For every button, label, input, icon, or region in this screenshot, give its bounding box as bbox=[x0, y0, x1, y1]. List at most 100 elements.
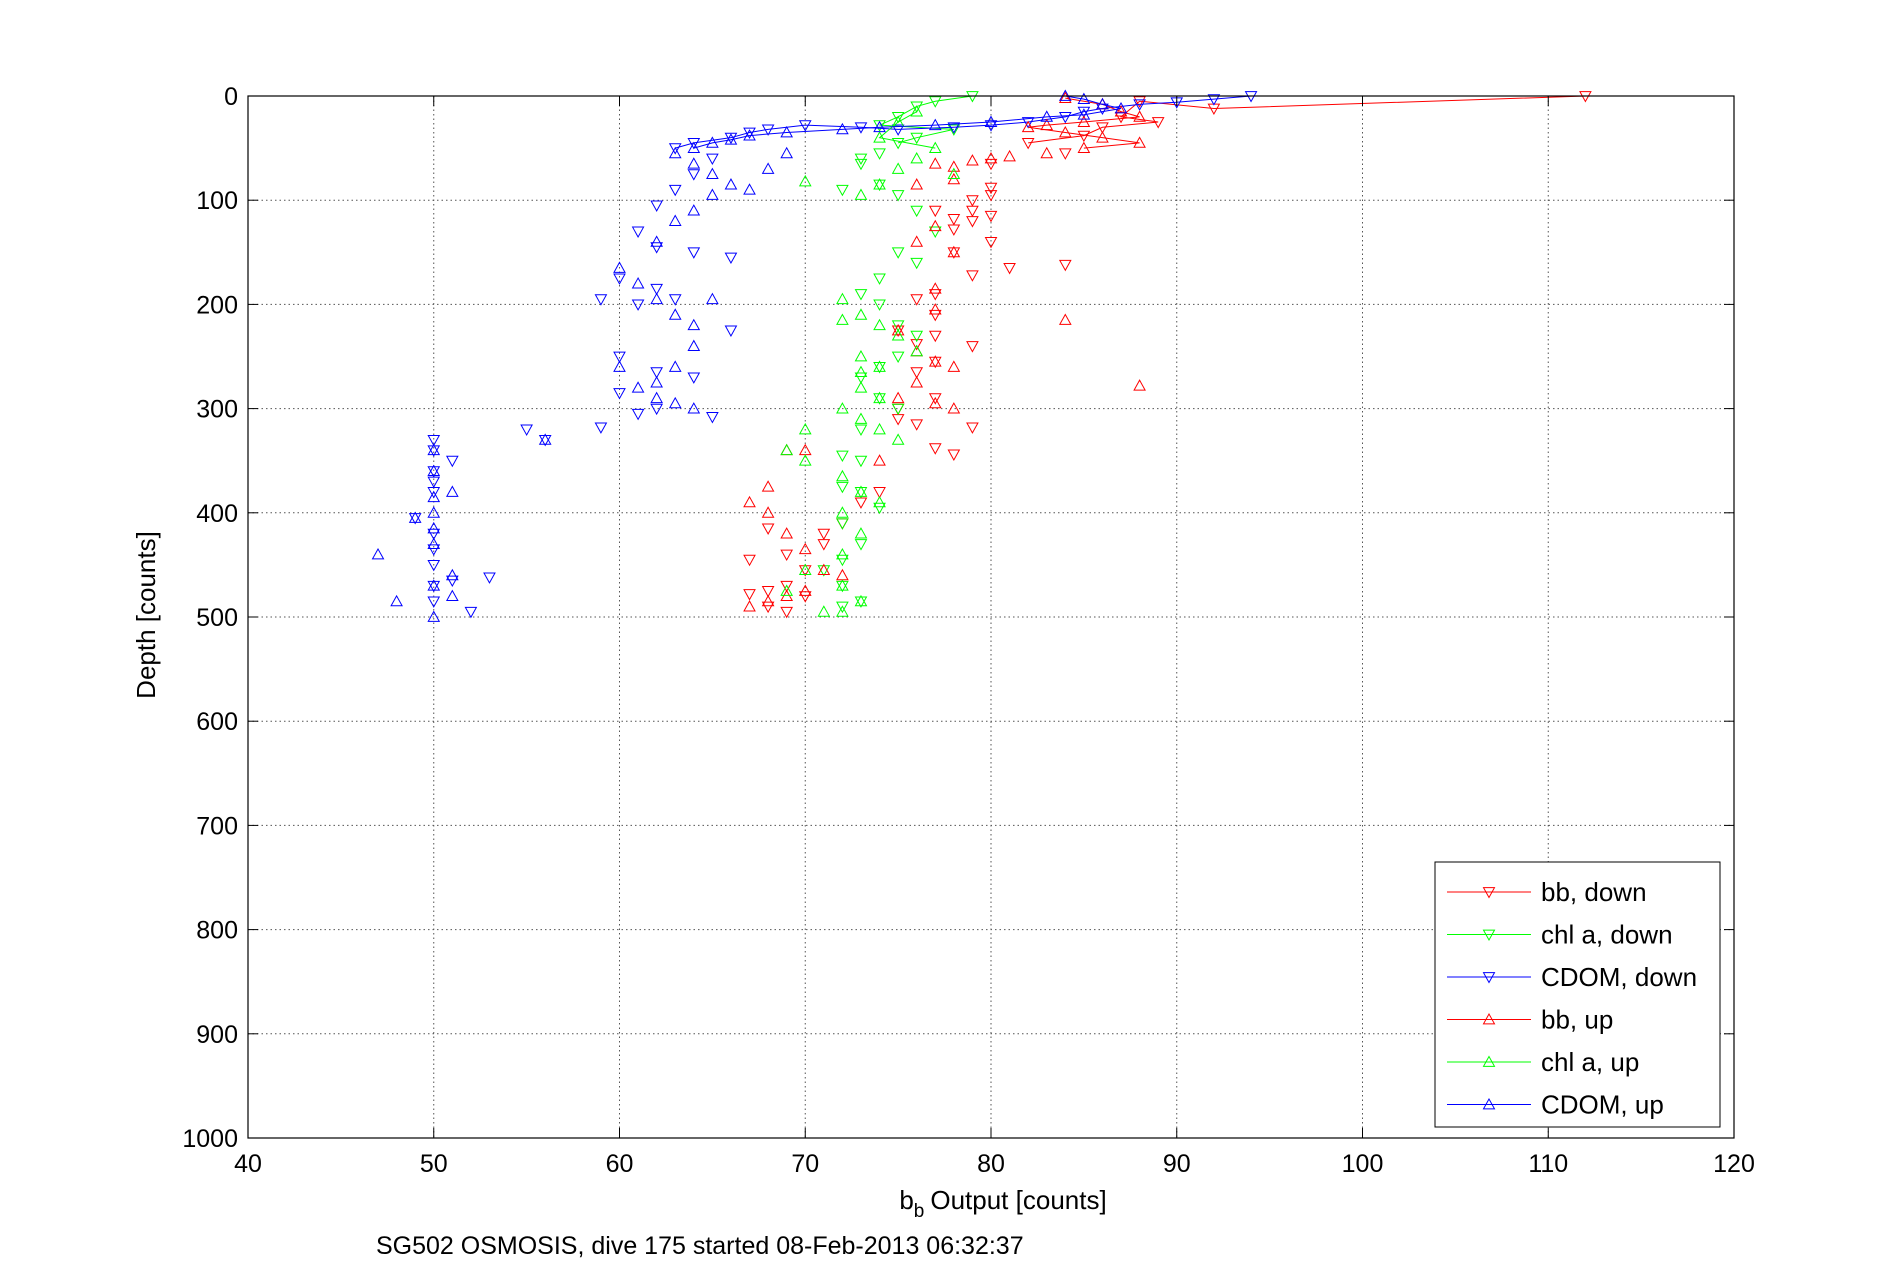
data-point bbox=[984, 182, 998, 195]
data-point bbox=[631, 408, 645, 421]
data-point bbox=[650, 292, 663, 305]
data-point bbox=[910, 205, 924, 218]
data-point bbox=[910, 419, 924, 431]
legend-label: chl a, up bbox=[1541, 1047, 1639, 1077]
data-point bbox=[798, 565, 812, 577]
axes-box bbox=[247, 95, 1735, 1139]
data-point bbox=[798, 454, 812, 466]
y-tick-label: 300 bbox=[196, 396, 238, 424]
x-tick-label: 110 bbox=[1528, 1150, 1568, 1178]
data-point bbox=[371, 547, 385, 560]
data-point bbox=[798, 591, 812, 603]
data-point bbox=[910, 339, 924, 351]
data-point bbox=[836, 580, 849, 593]
x-tick-label: 40 bbox=[234, 1150, 262, 1178]
y-tick-label: 500 bbox=[196, 604, 238, 632]
data-point bbox=[1058, 313, 1072, 325]
data-point bbox=[1058, 259, 1072, 272]
legend-swatch-marker bbox=[1482, 929, 1496, 942]
data-point bbox=[798, 584, 812, 596]
data-point bbox=[966, 341, 979, 353]
data-point bbox=[836, 469, 849, 482]
data-point bbox=[427, 560, 441, 572]
data-point bbox=[631, 381, 645, 393]
x-tick-label: 90 bbox=[1163, 1150, 1191, 1178]
data-point bbox=[854, 372, 868, 384]
data-point bbox=[743, 183, 756, 195]
data-point bbox=[836, 481, 849, 494]
data-point bbox=[854, 381, 868, 393]
data-point bbox=[910, 330, 924, 343]
y-tick-label: 800 bbox=[196, 917, 238, 945]
data-point bbox=[984, 151, 998, 164]
data-point bbox=[427, 464, 441, 477]
data-point bbox=[873, 318, 886, 331]
data-point bbox=[445, 589, 459, 602]
data-point bbox=[891, 137, 905, 150]
data-point bbox=[1114, 101, 1128, 114]
data-point bbox=[1133, 96, 1146, 108]
data-point bbox=[706, 136, 719, 148]
data-point bbox=[891, 351, 905, 364]
legend-swatch-marker bbox=[1482, 1012, 1496, 1025]
data-point bbox=[873, 178, 886, 190]
data-point bbox=[631, 277, 645, 289]
data-point bbox=[854, 308, 868, 320]
data-point bbox=[780, 580, 794, 593]
data-point bbox=[706, 188, 719, 200]
data-point bbox=[1077, 92, 1091, 105]
data-point bbox=[427, 476, 441, 489]
data-point bbox=[408, 513, 422, 525]
data-point bbox=[761, 523, 775, 535]
x-axis-label-subscript: b bbox=[914, 1201, 925, 1222]
data-point bbox=[873, 131, 886, 143]
data-point bbox=[984, 158, 998, 171]
data-point bbox=[873, 393, 886, 405]
data-point bbox=[687, 318, 701, 331]
data-point bbox=[427, 434, 441, 447]
data-point bbox=[668, 214, 682, 226]
data-point bbox=[947, 247, 961, 259]
data-point bbox=[873, 360, 886, 372]
data-point bbox=[984, 120, 998, 132]
data-point bbox=[668, 360, 682, 372]
data-point bbox=[836, 506, 849, 518]
data-point bbox=[947, 124, 961, 136]
data-point bbox=[724, 178, 738, 190]
data-point bbox=[706, 292, 719, 305]
data-point bbox=[1040, 118, 1054, 131]
data-point bbox=[1040, 146, 1054, 159]
data-point bbox=[854, 365, 868, 378]
data-point bbox=[1021, 117, 1035, 129]
data-point bbox=[538, 433, 552, 445]
series-line bbox=[693, 95, 1122, 149]
data-point bbox=[780, 527, 794, 539]
data-point bbox=[780, 146, 794, 159]
data-point bbox=[1058, 91, 1072, 103]
data-point bbox=[928, 355, 942, 367]
legend-label: bb, up bbox=[1541, 1005, 1613, 1035]
data-point bbox=[836, 122, 849, 135]
data-point bbox=[891, 247, 905, 259]
data-point bbox=[947, 122, 961, 134]
data-point bbox=[891, 329, 905, 341]
grid bbox=[248, 96, 1734, 1138]
data-point bbox=[650, 367, 663, 379]
data-point bbox=[445, 568, 459, 581]
series-4 bbox=[780, 105, 961, 617]
data-point bbox=[873, 502, 886, 515]
data-point bbox=[1077, 115, 1091, 127]
data-point bbox=[854, 487, 868, 499]
plot-area bbox=[371, 89, 1592, 622]
data-point bbox=[743, 600, 756, 612]
data-point bbox=[631, 226, 645, 238]
data-point bbox=[780, 549, 794, 562]
y-tick-label: 700 bbox=[196, 812, 238, 840]
data-point bbox=[817, 528, 831, 541]
data-point bbox=[687, 247, 701, 259]
data-point bbox=[761, 162, 775, 174]
data-point bbox=[928, 330, 942, 343]
data-point bbox=[928, 219, 942, 232]
data-point bbox=[1021, 137, 1035, 150]
